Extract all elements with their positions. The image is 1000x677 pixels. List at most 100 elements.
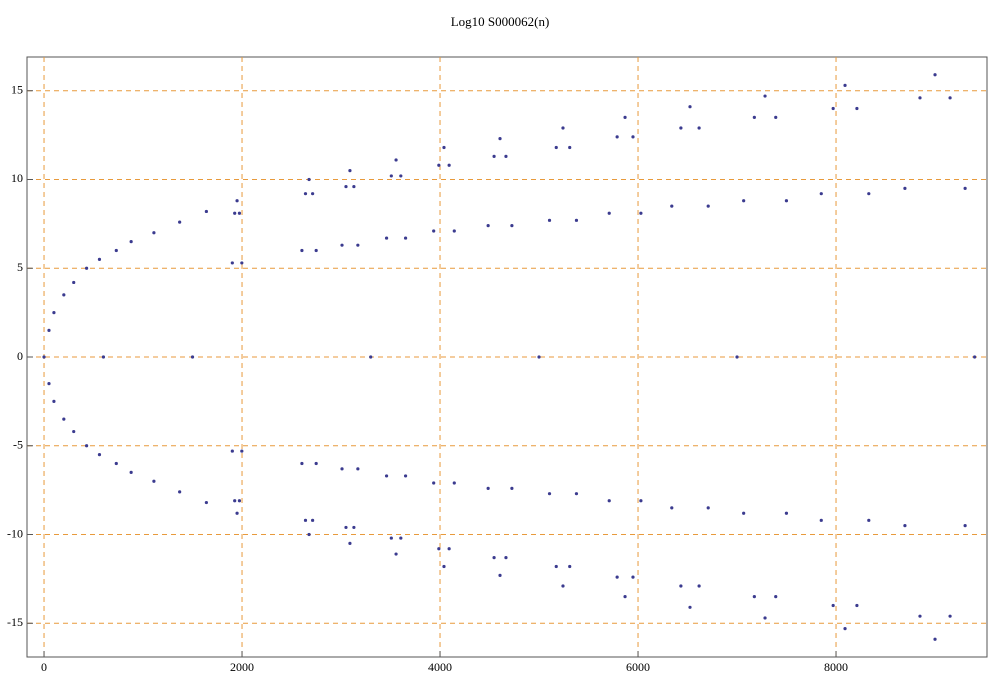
- point: [510, 486, 514, 490]
- point: [510, 224, 514, 228]
- point: [42, 355, 46, 359]
- point: [831, 106, 835, 111]
- point: [97, 453, 102, 457]
- point: [447, 547, 451, 551]
- point: [574, 492, 579, 496]
- point: [784, 511, 789, 515]
- point: [498, 137, 502, 141]
- point: [679, 584, 683, 588]
- point: [447, 163, 451, 167]
- point: [237, 499, 242, 503]
- point: [84, 444, 89, 448]
- point: [311, 192, 315, 196]
- point: [72, 280, 76, 285]
- point: [615, 575, 619, 579]
- point: [867, 518, 871, 522]
- point: [432, 229, 436, 233]
- point: [855, 603, 859, 608]
- x-tick-label: 8000: [824, 660, 848, 674]
- point: [855, 106, 859, 111]
- x-tick-label: 4000: [428, 660, 452, 674]
- point: [504, 154, 508, 159]
- point: [568, 145, 572, 150]
- point: [230, 449, 234, 453]
- point: [394, 552, 398, 556]
- point: [344, 525, 348, 530]
- point: [437, 163, 441, 167]
- point: [233, 211, 237, 215]
- point: [47, 382, 51, 386]
- point: [670, 204, 674, 208]
- point: [918, 614, 922, 618]
- point: [742, 199, 746, 203]
- point: [300, 248, 304, 253]
- point: [233, 499, 237, 503]
- x-tick-label: 0: [41, 660, 47, 674]
- point: [311, 518, 315, 522]
- point: [399, 536, 403, 540]
- x-tick-label: 2000: [230, 660, 254, 674]
- point: [492, 555, 496, 560]
- point: [307, 177, 311, 182]
- point: [62, 417, 66, 421]
- point: [688, 605, 692, 609]
- point: [114, 248, 118, 253]
- point: [152, 231, 156, 235]
- point: [735, 355, 739, 359]
- point: [752, 595, 756, 599]
- point: [784, 199, 789, 203]
- point: [547, 492, 552, 496]
- point: [394, 158, 398, 162]
- point: [688, 105, 692, 109]
- point: [504, 555, 508, 560]
- y-tick-label: 5: [17, 260, 23, 274]
- point: [389, 536, 393, 540]
- point: [561, 126, 565, 130]
- point: [235, 511, 239, 515]
- point: [442, 564, 446, 569]
- point: [348, 541, 352, 545]
- point: [706, 204, 710, 208]
- point: [752, 115, 756, 119]
- point: [843, 83, 847, 88]
- point: [774, 115, 778, 119]
- point: [178, 490, 182, 494]
- point: [384, 236, 389, 240]
- point: [498, 573, 502, 577]
- point: [300, 461, 304, 466]
- point: [432, 481, 436, 485]
- point: [52, 399, 56, 403]
- y-tick-label: -10: [7, 526, 23, 540]
- point: [774, 595, 778, 599]
- point: [948, 96, 952, 100]
- point: [918, 96, 922, 100]
- point: [240, 261, 244, 265]
- point: [442, 145, 446, 150]
- point: [356, 243, 360, 247]
- y-tick-label: 15: [11, 82, 23, 96]
- point: [973, 355, 977, 359]
- point: [303, 518, 308, 522]
- point: [763, 94, 767, 98]
- point: [314, 461, 318, 466]
- point: [352, 184, 356, 189]
- y-tick-label: -15: [7, 615, 23, 629]
- point: [52, 311, 56, 315]
- point: [348, 169, 352, 173]
- point: [452, 229, 456, 233]
- point: [72, 429, 76, 434]
- point: [240, 449, 244, 453]
- point: [204, 500, 208, 505]
- point: [452, 481, 456, 485]
- point: [369, 355, 373, 359]
- point: [403, 236, 408, 240]
- point: [352, 525, 356, 530]
- point: [948, 614, 952, 618]
- point: [492, 154, 496, 159]
- point: [831, 603, 835, 608]
- y-tick-label: -5: [13, 438, 23, 452]
- point: [697, 126, 701, 130]
- point: [903, 524, 907, 528]
- point: [47, 328, 51, 332]
